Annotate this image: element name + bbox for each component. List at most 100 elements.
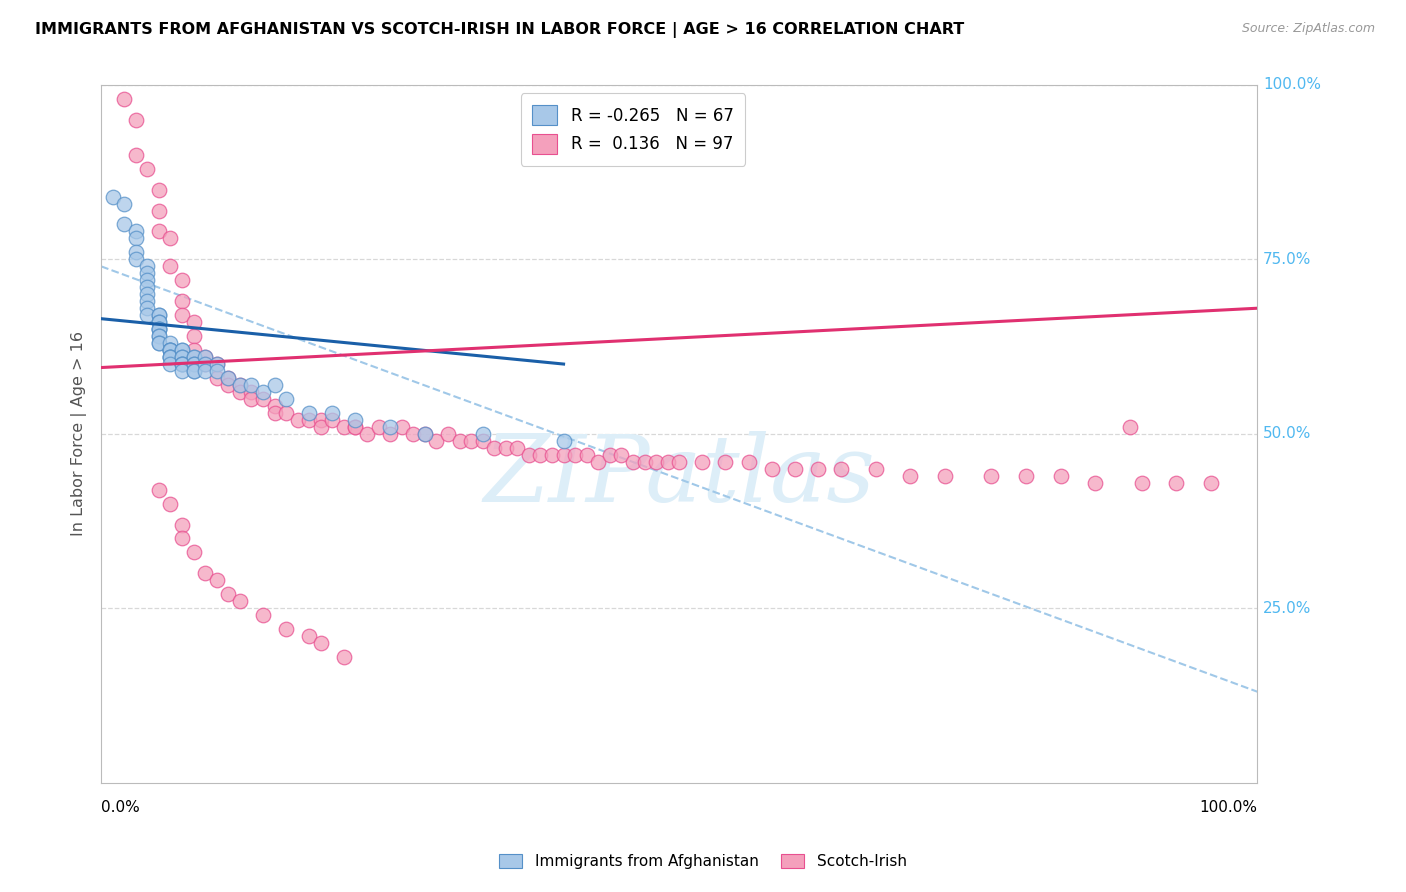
Point	[621, 455, 644, 469]
Point	[1119, 420, 1142, 434]
Point	[148, 315, 170, 329]
Point	[148, 308, 170, 322]
Point	[194, 566, 217, 581]
Point	[159, 336, 181, 351]
Point	[194, 350, 217, 364]
Point	[194, 364, 217, 378]
Point	[391, 420, 413, 434]
Point	[148, 483, 170, 497]
Point	[170, 357, 193, 371]
Legend: Immigrants from Afghanistan, Scotch-Irish: Immigrants from Afghanistan, Scotch-Iris…	[494, 848, 912, 875]
Point	[529, 448, 551, 462]
Point	[148, 224, 170, 238]
Point	[136, 301, 159, 316]
Point	[136, 273, 159, 287]
Point	[101, 189, 124, 203]
Point	[344, 420, 367, 434]
Point	[183, 364, 205, 378]
Point	[159, 350, 181, 364]
Point	[183, 357, 205, 371]
Point	[517, 448, 540, 462]
Point	[183, 343, 205, 357]
Point	[471, 426, 494, 441]
Point	[645, 455, 668, 469]
Point	[425, 434, 447, 448]
Point	[159, 350, 181, 364]
Point	[378, 426, 401, 441]
Point	[205, 357, 228, 371]
Point	[112, 218, 135, 232]
Point	[136, 161, 159, 176]
Point	[287, 413, 309, 427]
Point	[274, 392, 297, 406]
Point	[599, 448, 621, 462]
Point	[136, 266, 159, 280]
Text: 50.0%: 50.0%	[1263, 426, 1312, 442]
Point	[495, 441, 517, 455]
Text: 0.0%: 0.0%	[101, 800, 139, 815]
Point	[217, 371, 239, 385]
Point	[274, 622, 297, 636]
Point	[148, 183, 170, 197]
Text: 100.0%: 100.0%	[1199, 800, 1257, 815]
Point	[460, 434, 482, 448]
Point	[240, 392, 263, 406]
Point	[125, 147, 148, 161]
Point	[356, 426, 378, 441]
Point	[170, 532, 193, 546]
Point	[564, 448, 586, 462]
Point	[159, 343, 181, 357]
Point	[761, 461, 783, 475]
Point	[367, 420, 389, 434]
Point	[506, 441, 529, 455]
Point	[205, 357, 228, 371]
Point	[783, 461, 806, 475]
Point	[159, 343, 181, 357]
Point	[402, 426, 425, 441]
Point	[136, 308, 159, 322]
Legend: R = -0.265   N = 67, R =  0.136   N = 97: R = -0.265 N = 67, R = 0.136 N = 97	[520, 94, 745, 166]
Point	[263, 399, 285, 413]
Point	[136, 287, 159, 301]
Point	[170, 294, 193, 309]
Point	[714, 455, 737, 469]
Point	[217, 587, 239, 601]
Point	[471, 434, 494, 448]
Point	[692, 455, 714, 469]
Point	[125, 252, 148, 267]
Point	[298, 406, 321, 420]
Point	[633, 455, 655, 469]
Point	[170, 357, 193, 371]
Point	[321, 406, 343, 420]
Point	[148, 322, 170, 336]
Point	[170, 273, 193, 287]
Point	[263, 378, 285, 392]
Point	[321, 413, 343, 427]
Point	[588, 455, 610, 469]
Point	[148, 329, 170, 343]
Point	[1130, 475, 1153, 490]
Point	[274, 406, 297, 420]
Point	[159, 497, 181, 511]
Point	[575, 448, 598, 462]
Point	[413, 426, 436, 441]
Point	[170, 343, 193, 357]
Point	[378, 420, 401, 434]
Point	[205, 371, 228, 385]
Point	[830, 461, 852, 475]
Point	[136, 280, 159, 294]
Point	[148, 315, 170, 329]
Point	[183, 329, 205, 343]
Point	[159, 231, 181, 245]
Point	[610, 448, 633, 462]
Point	[298, 413, 321, 427]
Point	[194, 357, 217, 371]
Point	[229, 594, 252, 608]
Y-axis label: In Labor Force | Age > 16: In Labor Force | Age > 16	[72, 331, 87, 536]
Point	[309, 420, 332, 434]
Point	[263, 406, 285, 420]
Point	[194, 350, 217, 364]
Text: ZIPatlas: ZIPatlas	[484, 431, 875, 521]
Text: 75.0%: 75.0%	[1263, 252, 1312, 267]
Point	[437, 426, 460, 441]
